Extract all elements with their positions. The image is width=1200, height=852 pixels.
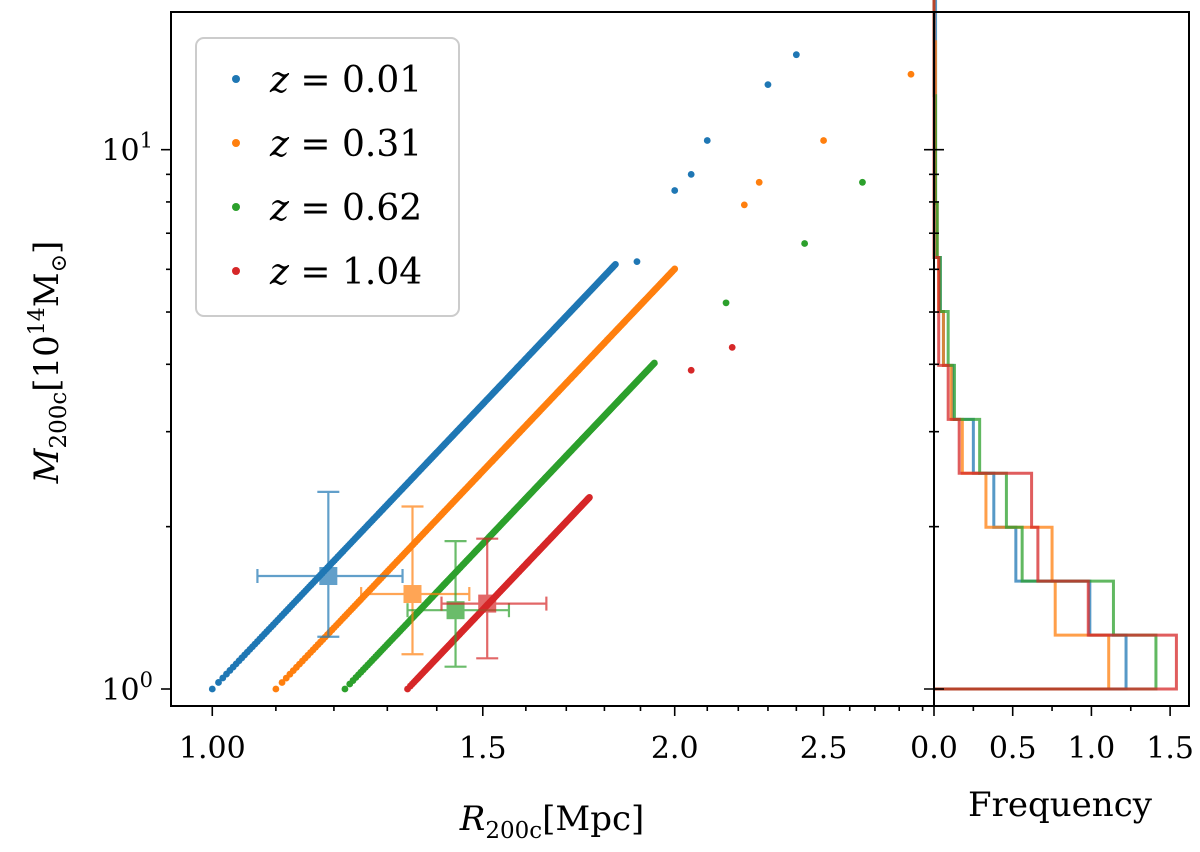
series-3 [404, 343, 736, 693]
data-point [764, 81, 772, 89]
x-tick-label: 2.0 [651, 731, 699, 766]
data-point [907, 70, 915, 78]
errorbar-marker [478, 594, 497, 613]
data-point [792, 51, 800, 59]
data-point [859, 178, 866, 186]
data-point [612, 260, 619, 268]
data-point [272, 685, 280, 693]
data-point [671, 187, 679, 194]
data-point [687, 170, 695, 178]
hist-x-tick-label: 1.0 [1068, 731, 1116, 766]
legend-marker [232, 75, 240, 83]
hist-x-tick-label: 1.5 [1146, 731, 1194, 766]
errorbar-marker [446, 601, 465, 620]
data-point [278, 679, 286, 686]
y-tick-label: 101 [101, 129, 153, 169]
data-point [722, 299, 730, 307]
y-tick-label: 100 [101, 668, 153, 708]
x-tick-label: 1.5 [459, 731, 507, 766]
data-point [650, 359, 658, 367]
histogram-series-0 [934, 0, 1128, 691]
histogram-ticks: 0.0 0.5 1.0 1.5 [910, 148, 1194, 766]
errorbar-3 [440, 537, 548, 660]
svg-text:M200c[1014M⊙]: M200c[1014M⊙] [25, 241, 72, 485]
errorbar-0 [256, 490, 404, 638]
data-point [703, 137, 711, 144]
errorbar-marker [319, 567, 338, 586]
legend-marker [232, 139, 240, 147]
data-point [801, 240, 809, 247]
data-point [820, 137, 827, 144]
histogram-plot [932, 0, 1178, 691]
data-point [755, 178, 763, 186]
x-axis-label: R200c[Mpc] [459, 799, 645, 844]
data-point [208, 685, 216, 693]
legend-marker [232, 267, 240, 275]
histogram-series-2 [932, 0, 1158, 691]
legend-label: z = 0.01 [269, 60, 422, 101]
hist-x-tick-label: 0.0 [910, 731, 958, 766]
data-point [740, 201, 748, 209]
data-point [687, 366, 695, 374]
histogram-axes-frame [933, 11, 1190, 707]
legend-box [195, 37, 460, 317]
legend-label: z = 0.31 [269, 124, 422, 165]
data-point [586, 494, 593, 501]
errorbar-1 [360, 505, 471, 656]
x-tick-label: 2.5 [800, 731, 848, 766]
data-point [215, 679, 222, 686]
hist-x-tick-label: 0.5 [989, 731, 1037, 766]
legend: z = 0.01 z = 0.31 z = 0.62 z = 1.04 [195, 37, 460, 317]
data-point [633, 258, 641, 266]
scatter-plot [208, 51, 915, 693]
y-axis-label: M200c[1014M⊙] [25, 241, 72, 485]
legend-label: z = 0.62 [269, 188, 422, 229]
x-tick-label: 1.00 [179, 731, 246, 766]
data-point [728, 343, 736, 351]
histogram-series-1 [932, 0, 1111, 691]
legend-marker [232, 203, 240, 211]
series-2 [341, 178, 866, 693]
legend-label: z = 1.04 [269, 252, 422, 293]
errorbar-marker [403, 585, 422, 604]
scatter-ticks: 1.00 1.5 2.0 2.5 100 101 [101, 129, 924, 766]
series-1 [272, 70, 915, 693]
data-point [671, 265, 679, 273]
series-0 [208, 51, 800, 693]
histogram-x-axis-label: Frequency [968, 785, 1153, 825]
data-point [341, 685, 349, 693]
